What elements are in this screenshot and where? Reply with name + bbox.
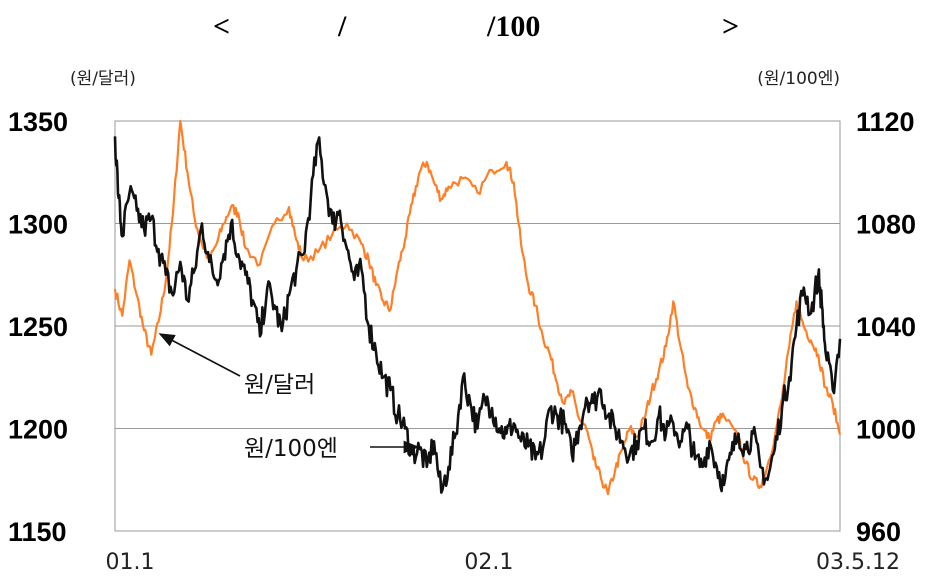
annotation-arrow (158, 333, 241, 377)
right-tick-label: 1080 (856, 210, 916, 240)
left-tick-label: 1200 (8, 415, 68, 445)
right-tick-label: 1120 (856, 107, 915, 137)
title-per-100: /100 (487, 10, 541, 43)
right-tick-label: 960 (856, 517, 901, 547)
left-tick-label: 1250 (8, 312, 68, 342)
right-axis-unit: (원/100엔) (757, 69, 840, 89)
right-tick-label: 1000 (856, 415, 916, 445)
annotation-won-dollar: 원/달러 (244, 372, 315, 398)
x-tick-label: 02.1 (464, 550, 513, 575)
title-right-bracket: > (722, 10, 740, 43)
series-line-won-100yen (113, 136, 842, 494)
x-tick-labels: 01.1 02.1 03.5.12 (106, 550, 900, 575)
annotation-won-100yen: 원/100엔 (244, 436, 338, 462)
chart-title: < / /100 > (0, 6, 949, 46)
x-tick-label: 03.5.12 (816, 550, 900, 575)
left-axis-unit: (원/달러) (70, 69, 136, 89)
left-tick-label: 1150 (8, 517, 67, 547)
right-tick-label: 1040 (856, 312, 916, 342)
title-slash: / (338, 10, 347, 43)
title-left-bracket: < (213, 10, 231, 43)
left-tick-label: 1350 (8, 107, 68, 137)
annotation-arrows: 원/달러원/100엔 (158, 333, 420, 462)
right-tick-labels: 1120 1080 1040 1000 960 (856, 107, 916, 547)
series-line-won-dollar (113, 119, 842, 496)
x-tick-label: 01.1 (106, 550, 155, 575)
left-tick-labels: 1350 1300 1250 1200 1150 (8, 107, 68, 547)
plot-frame (114, 120, 841, 532)
left-tick-label: 1300 (8, 210, 68, 240)
series-lines (113, 119, 842, 496)
